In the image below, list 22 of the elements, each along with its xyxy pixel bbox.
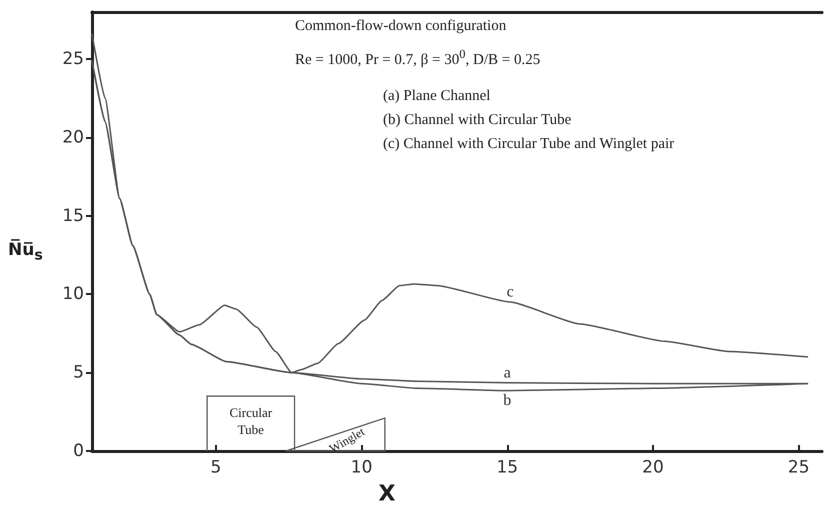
y-axis-title: N̅u̅$_{s}$	[8, 240, 43, 264]
chart-title: Common-flow-down configuration	[295, 18, 506, 35]
series-label: c	[506, 284, 514, 301]
x-tick-label: 10	[350, 458, 372, 478]
y-tick-label: 25	[62, 49, 84, 70]
y-tick-label: 15	[62, 206, 84, 226]
text: Re = 1000, Pr = 0.7, β = 30$^{0}$, D/B = 0.25	[295, 47, 540, 69]
series-label: a	[504, 364, 511, 382]
y-tick-label: 5	[73, 362, 84, 383]
x-tick-label: 25	[788, 458, 810, 478]
y-tick-label: 20	[62, 127, 84, 148]
x-tick-label: 20	[642, 458, 664, 478]
series-label: b	[503, 392, 512, 410]
annotation: Circular Tube	[228, 404, 274, 438]
y-tick-label: 0	[73, 441, 84, 461]
annotation: (b) Channel with Circular Tube	[383, 112, 572, 129]
y-tick-label: 10	[62, 284, 84, 304]
x-tick-label: 15	[496, 458, 518, 478]
annotation: (a) Plane Channel	[383, 88, 490, 105]
annotation: (c) Channel with Circular Tube and Winglet pair	[383, 136, 674, 153]
x-tick-label: 5	[210, 458, 222, 478]
x-axis-title: X	[378, 482, 396, 506]
